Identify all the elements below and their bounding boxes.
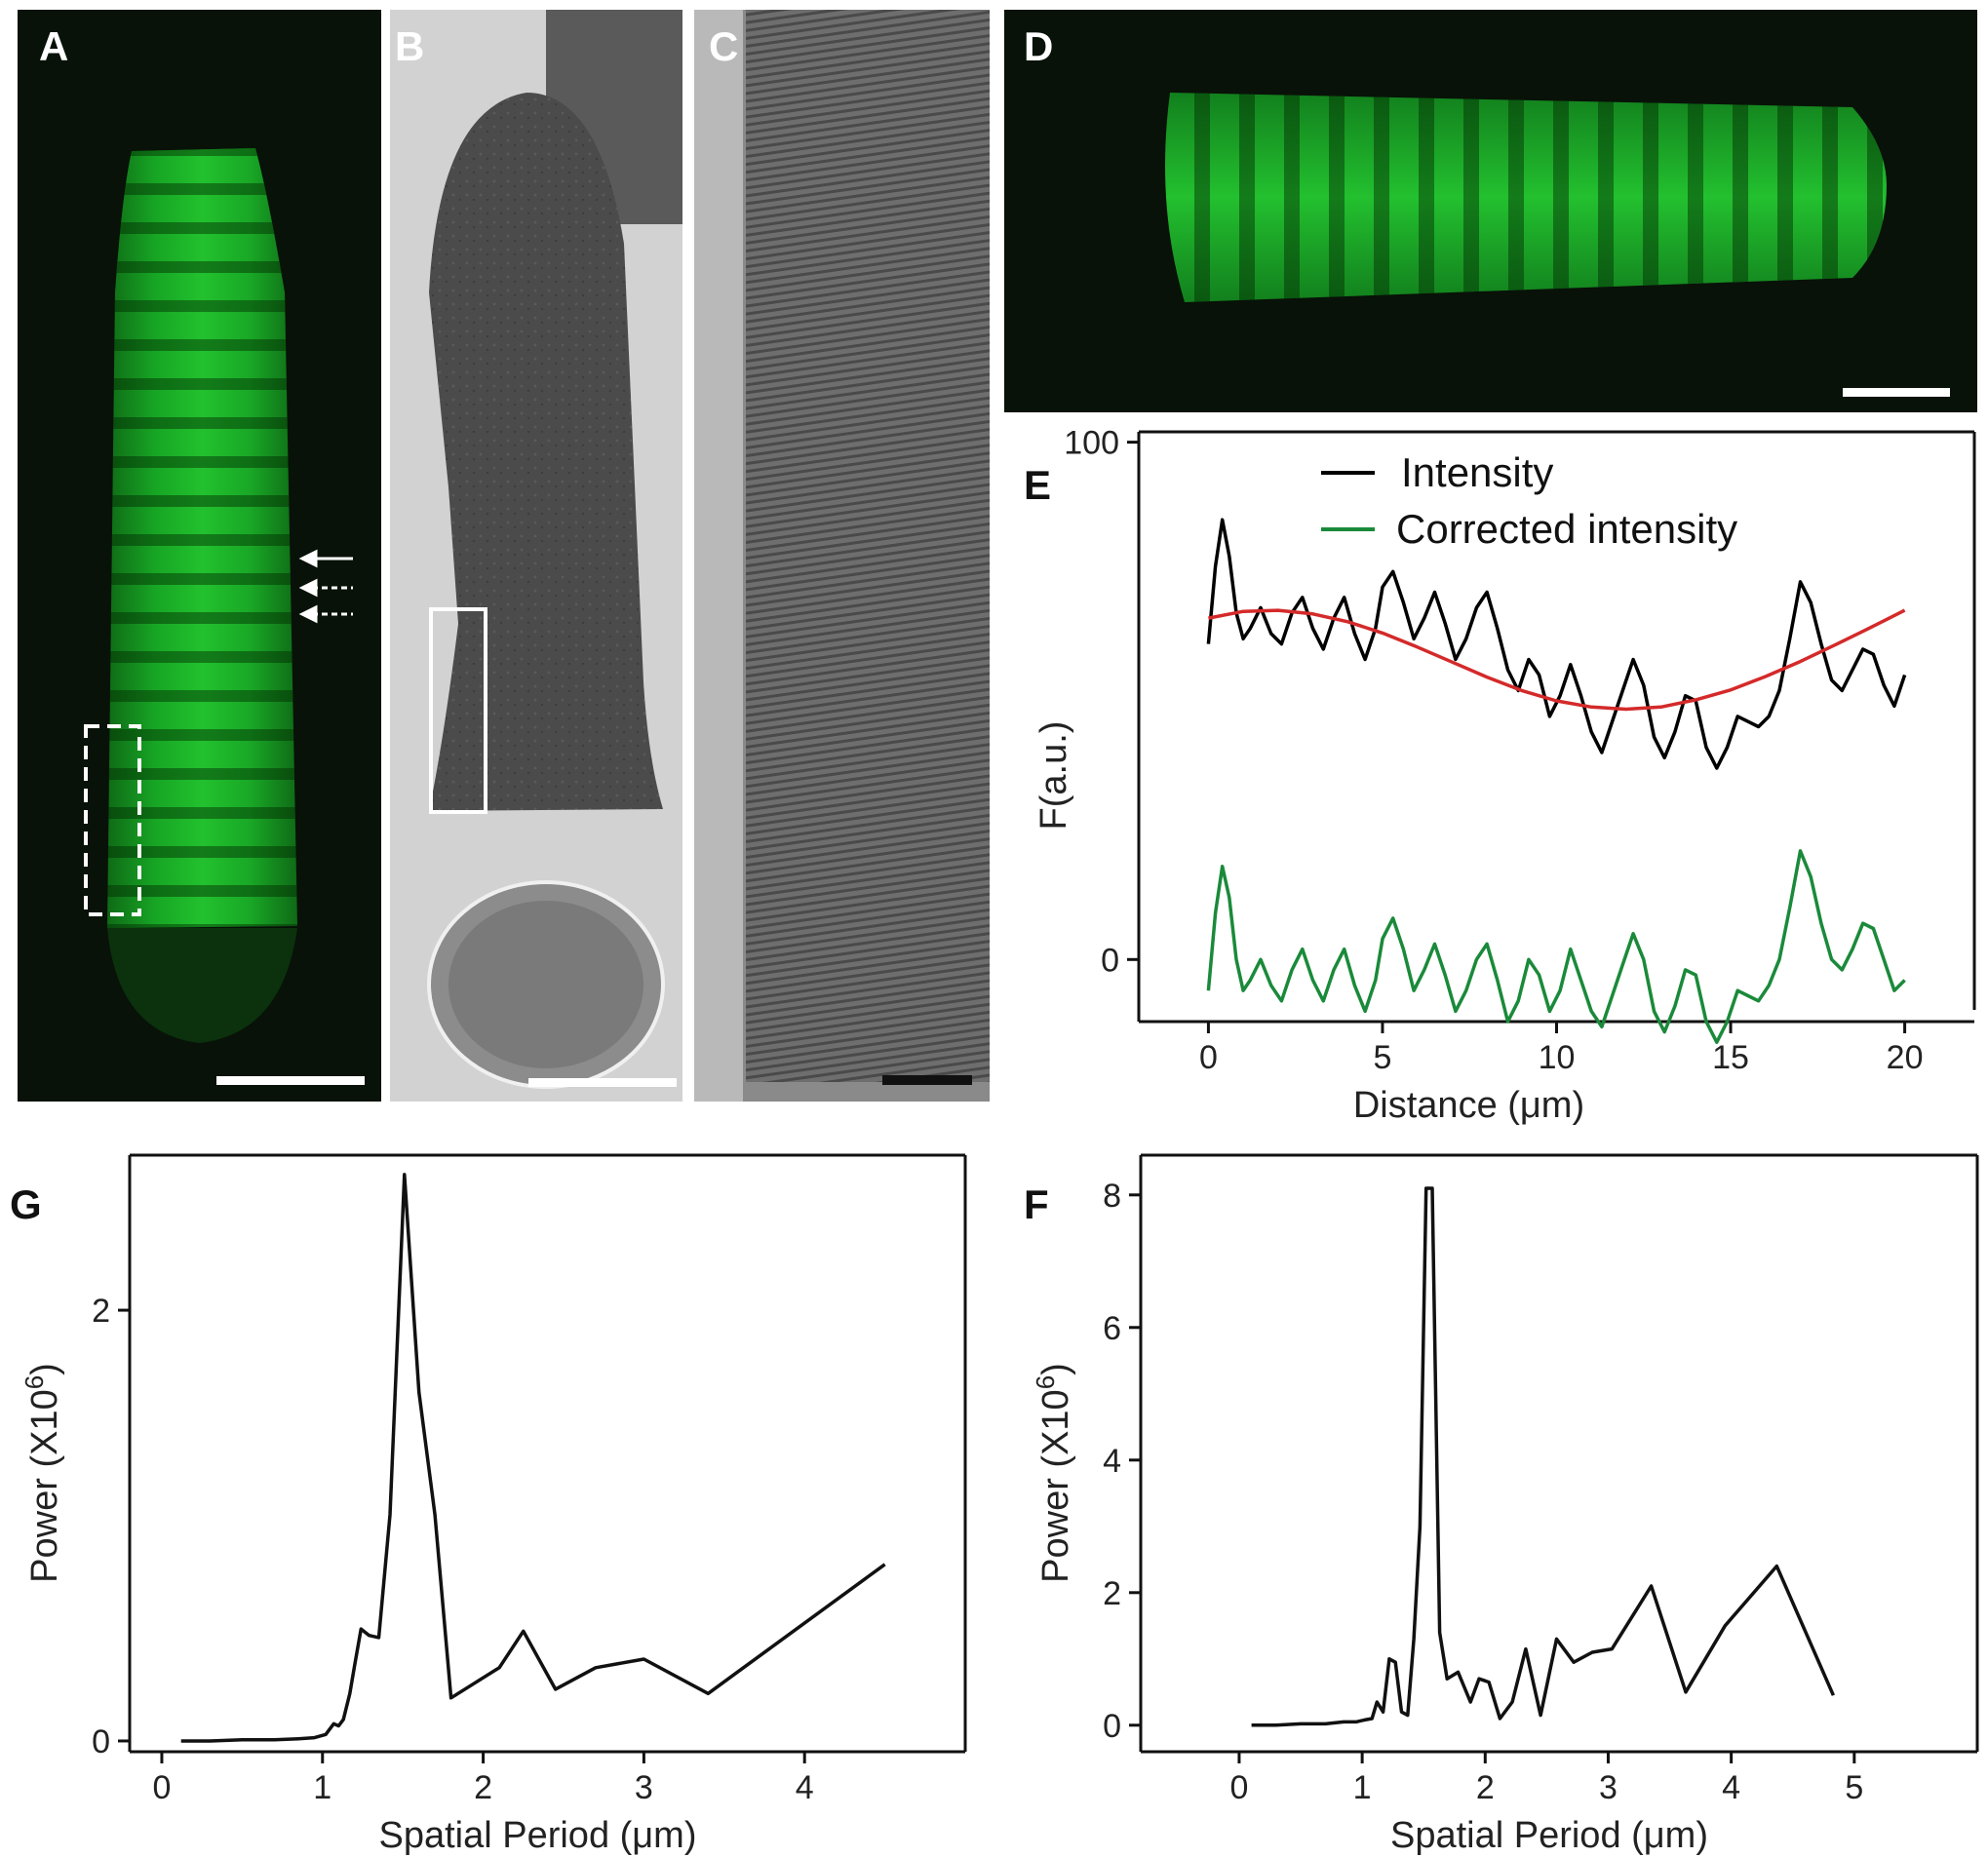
chart-f-x-tick-label: 4 — [1722, 1769, 1740, 1806]
panel-c-membrane — [694, 10, 743, 1102]
chart-e-series-line — [1206, 849, 1906, 1044]
panel-d: D — [1004, 10, 1977, 412]
chart-e-x-tick-label: 20 — [1887, 1039, 1924, 1076]
panel-label-a: A — [39, 23, 68, 69]
chart-f-y-title: Power (X106) — [1031, 1363, 1076, 1583]
arrows-a — [298, 549, 353, 624]
panel-label-c: C — [709, 23, 738, 69]
chart-g-x-tick-label: 4 — [796, 1769, 814, 1806]
chart-e-x-tick-label: 10 — [1539, 1039, 1576, 1076]
chart-e-y-title: F(a.u.) — [1033, 721, 1074, 831]
panel-label-e: E — [1024, 462, 1051, 508]
scale-bar-c — [882, 1075, 972, 1085]
scale-bar-a — [216, 1076, 365, 1085]
chart-e-y-tick-label: 0 — [1101, 942, 1119, 979]
chart-g-x-tick-label: 3 — [635, 1769, 653, 1806]
panel-c: C — [694, 10, 990, 1102]
chart-g-x-tick-label: 2 — [474, 1769, 492, 1806]
chart-g-y-tick-label: 0 — [92, 1723, 110, 1760]
chart-f-y-tick-label: 2 — [1103, 1575, 1121, 1612]
chart-f-series-line — [1251, 1186, 1836, 1727]
myocyte-d-striations — [1165, 93, 1887, 302]
scale-bar-d — [1843, 388, 1950, 397]
chart-e-legend-label: Intensity — [1401, 449, 1553, 495]
panel-label-g: G — [10, 1181, 42, 1227]
chart-f-y-tick-label: 6 — [1103, 1310, 1121, 1347]
panel-b: B — [390, 10, 682, 1102]
chart-e: E 0 5 10 15 20 0 100 Distance (μm) F(a.u.) Intens… — [1024, 425, 1976, 1126]
chart-e-series-line — [1208, 608, 1906, 712]
chart-f: F 0 1 2 3 4 5 0 2 4 6 8 Spatial Period (μm) Power (X… — [1024, 1153, 1979, 1856]
scale-bar-b — [528, 1078, 677, 1087]
chart-g: G 0 1 2 3 4 0 2 Spatial Period (μm) Power (X106) — [10, 1153, 967, 1856]
nucleus-b-inner — [448, 901, 643, 1068]
panel-label-b: B — [395, 23, 424, 69]
chart-g-x-tick-label: 0 — [153, 1769, 172, 1806]
chart-f-x-tick-label: 5 — [1845, 1769, 1863, 1806]
region-box-b — [429, 607, 487, 814]
chart-f-x-title: Spatial Period (μm) — [1390, 1815, 1708, 1856]
panel-label-f: F — [1024, 1181, 1049, 1227]
chart-g-y-tick-label: 2 — [92, 1293, 110, 1330]
chart-g-x-tick-label: 1 — [313, 1769, 331, 1806]
chart-f-y-tick-label: 0 — [1103, 1708, 1121, 1745]
region-box-a — [84, 724, 141, 916]
chart-f-x-tick-label: 1 — [1353, 1769, 1372, 1806]
chart-e-x-tick-label: 15 — [1712, 1039, 1749, 1076]
chart-e-y-tick-label: 100 — [1064, 425, 1119, 462]
chart-e-series-line — [1206, 518, 1907, 770]
chart-f-x-tick-label: 0 — [1229, 1769, 1248, 1806]
chart-f-x-tick-label: 3 — [1599, 1769, 1618, 1806]
myocyte-a-tail — [107, 928, 297, 1043]
chart-e-legend-label: Corrected intensity — [1396, 506, 1737, 552]
chart-e-x-tick-label: 5 — [1373, 1039, 1391, 1076]
chart-g-y-title: Power (X106) — [19, 1363, 65, 1583]
panel-label-d: D — [1024, 23, 1053, 69]
chart-f-y-tick-label: 4 — [1103, 1443, 1121, 1480]
chart-g-x-title: Spatial Period (μm) — [378, 1815, 696, 1856]
chart-f-x-tick-label: 2 — [1476, 1769, 1495, 1806]
chart-f-y-tick-label: 8 — [1103, 1178, 1121, 1215]
panel-a: A — [18, 10, 381, 1102]
chart-e-x-tick-label: 0 — [1199, 1039, 1218, 1076]
chart-g-series-line — [180, 1173, 886, 1743]
panel-c-ultrastructure — [746, 10, 990, 1082]
chart-e-x-title: Distance (μm) — [1353, 1085, 1584, 1126]
myocyte-a-striations — [107, 148, 297, 928]
